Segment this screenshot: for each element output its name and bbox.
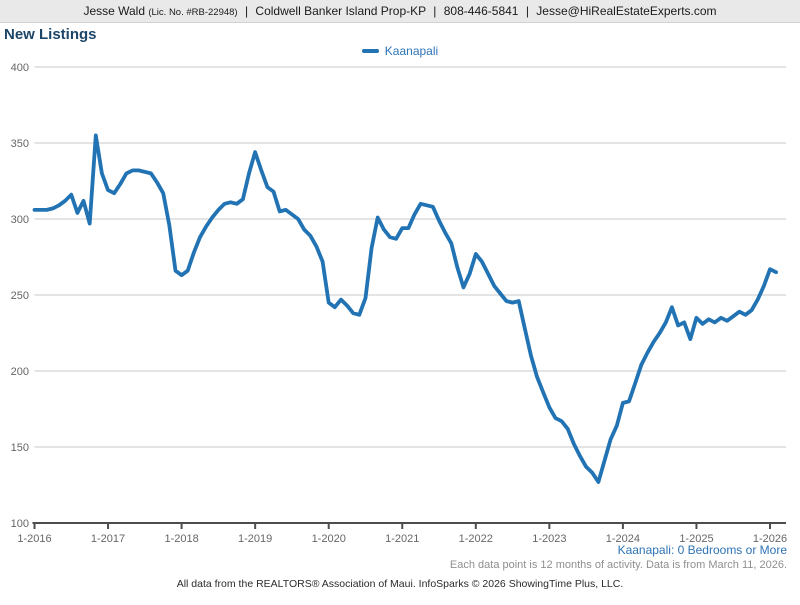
- data-date-note: Each data point is 12 months of activity…: [449, 559, 787, 571]
- header-separator: |: [244, 4, 249, 18]
- header-bar: Jesse Wald (Lic. No. #RB-22948) | Coldwe…: [0, 0, 800, 23]
- svg-text:1-2019: 1-2019: [238, 533, 272, 545]
- page-title: New Listings: [4, 26, 97, 43]
- svg-text:250: 250: [11, 290, 29, 302]
- svg-text:1-2017: 1-2017: [91, 533, 125, 545]
- brokerage-name: Coldwell Banker Island Prop-KP: [255, 4, 426, 18]
- email-address: Jesse@HiRealEstateExperts.com: [536, 4, 717, 18]
- svg-text:200: 200: [11, 366, 29, 378]
- legend-line-swatch: [361, 49, 379, 53]
- svg-text:1-2024: 1-2024: [606, 533, 640, 545]
- svg-text:1-2025: 1-2025: [679, 533, 713, 545]
- svg-text:1-2016: 1-2016: [17, 533, 51, 545]
- phone-number: 808-446-5841: [443, 4, 519, 18]
- agent-name: Jesse Wald: [83, 4, 146, 18]
- agent-license: (Lic. No. #RB-22948): [148, 7, 238, 18]
- svg-text:1-2023: 1-2023: [532, 533, 566, 545]
- header-separator: |: [525, 4, 529, 18]
- attribution-note: All data from the REALTORS® Association …: [176, 578, 624, 590]
- svg-text:400: 400: [11, 62, 29, 74]
- svg-text:1-2022: 1-2022: [459, 533, 493, 545]
- svg-text:100: 100: [11, 518, 29, 530]
- legend-item-kaanapali[interactable]: Kaanapali: [384, 44, 439, 58]
- svg-text:1-2018: 1-2018: [164, 533, 198, 545]
- chart-legend: Kaanapali: [0, 44, 800, 58]
- svg-text:350: 350: [11, 138, 29, 150]
- svg-text:1-2020: 1-2020: [312, 533, 346, 545]
- svg-text:1-2026: 1-2026: [753, 533, 787, 545]
- header-separator: |: [433, 4, 437, 18]
- svg-text:1-2021: 1-2021: [385, 533, 419, 545]
- svg-text:300: 300: [11, 214, 29, 226]
- series-filter-note: Kaanapali: 0 Bedrooms or More: [617, 543, 787, 557]
- svg-text:150: 150: [11, 442, 29, 454]
